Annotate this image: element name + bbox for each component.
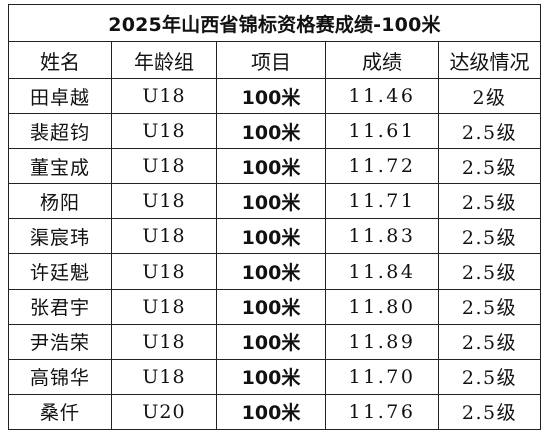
table-row: 张君宇 U18 100米 11.80 2.5级 [8, 288, 541, 325]
event-cell: 100米 [216, 288, 326, 325]
athlete-name-cell: 尹浩荣 [8, 323, 112, 360]
table-row: 高锦华 U18 100米 11.70 2.5级 [8, 358, 541, 395]
table-title: 2025年山西省锦标资格赛成绩-100米 [8, 4, 541, 42]
event-cell: 100米 [216, 113, 326, 150]
age-group-cell: U20 [111, 393, 217, 431]
event-cell: 100米 [216, 183, 326, 220]
athlete-name-cell: 高锦华 [8, 358, 112, 395]
event-cell: 100米 [216, 218, 326, 255]
table-row: 杨阳 U18 100米 11.71 2.5级 [8, 183, 541, 220]
athlete-name-cell: 张君宇 [8, 288, 112, 325]
result-cell: 11.46 [325, 77, 439, 115]
level-cell: 2.5级 [438, 323, 541, 360]
table-row: 渠宸玮 U18 100米 11.83 2.5级 [8, 218, 541, 255]
age-group-cell: U18 [111, 358, 217, 395]
result-cell: 11.84 [325, 253, 439, 290]
result-cell: 11.71 [325, 183, 439, 220]
table-row: 桑仟 U20 100米 11.76 2.5级 [8, 393, 541, 431]
result-cell: 11.72 [325, 148, 439, 185]
table-row: 尹浩荣 U18 100米 11.89 2.5级 [8, 323, 541, 360]
level-cell: 2.5级 [438, 148, 541, 185]
table-row: 董宝成 U18 100米 11.72 2.5级 [8, 148, 541, 185]
result-cell: 11.76 [325, 393, 439, 431]
event-cell: 100米 [216, 148, 326, 185]
event-cell: 100米 [216, 358, 326, 395]
athlete-name-cell: 杨阳 [8, 183, 112, 220]
header-row: 姓名 年龄组 项目 成绩 达级情况 [8, 41, 541, 79]
level-cell: 2.5级 [438, 288, 541, 325]
age-group-cell: U18 [111, 323, 217, 360]
age-group-cell: U18 [111, 113, 217, 150]
event-cell: 100米 [216, 253, 326, 290]
header-result: 成绩 [325, 41, 439, 79]
result-cell: 11.89 [325, 323, 439, 360]
age-group-cell: U18 [111, 218, 217, 255]
level-cell: 2.5级 [438, 393, 541, 431]
athlete-name-cell: 裴超钧 [8, 113, 112, 150]
result-cell: 11.61 [325, 113, 439, 150]
level-cell: 2.5级 [438, 113, 541, 150]
table-row: 许廷魁 U18 100米 11.84 2.5级 [8, 253, 541, 290]
result-cell: 11.70 [325, 358, 439, 395]
athlete-name-cell: 渠宸玮 [8, 218, 112, 255]
level-cell: 2级 [438, 77, 541, 115]
age-group-cell: U18 [111, 148, 217, 185]
results-table: 2025年山西省锦标资格赛成绩-100米 姓名 年龄组 项目 成绩 达级情况 田… [8, 4, 541, 431]
athlete-name-cell: 田卓越 [8, 77, 112, 115]
result-cell: 11.80 [325, 288, 439, 325]
table-row: 裴超钧 U18 100米 11.61 2.5级 [8, 113, 541, 150]
event-cell: 100米 [216, 323, 326, 360]
level-cell: 2.5级 [438, 358, 541, 395]
level-cell: 2.5级 [438, 253, 541, 290]
header-age-group: 年龄组 [111, 41, 217, 79]
header-name: 姓名 [8, 41, 112, 79]
event-cell: 100米 [216, 77, 326, 115]
athlete-name-cell: 董宝成 [8, 148, 112, 185]
result-cell: 11.83 [325, 218, 439, 255]
header-event: 项目 [216, 41, 326, 79]
age-group-cell: U18 [111, 77, 217, 115]
title-row: 2025年山西省锦标资格赛成绩-100米 [8, 4, 541, 42]
athlete-name-cell: 许廷魁 [8, 253, 112, 290]
header-level: 达级情况 [438, 41, 541, 79]
age-group-cell: U18 [111, 183, 217, 220]
age-group-cell: U18 [111, 253, 217, 290]
age-group-cell: U18 [111, 288, 217, 325]
athlete-name-cell: 桑仟 [8, 393, 112, 431]
level-cell: 2.5级 [438, 183, 541, 220]
table-row: 田卓越 U18 100米 11.46 2级 [8, 77, 541, 115]
event-cell: 100米 [216, 393, 326, 431]
level-cell: 2.5级 [438, 218, 541, 255]
